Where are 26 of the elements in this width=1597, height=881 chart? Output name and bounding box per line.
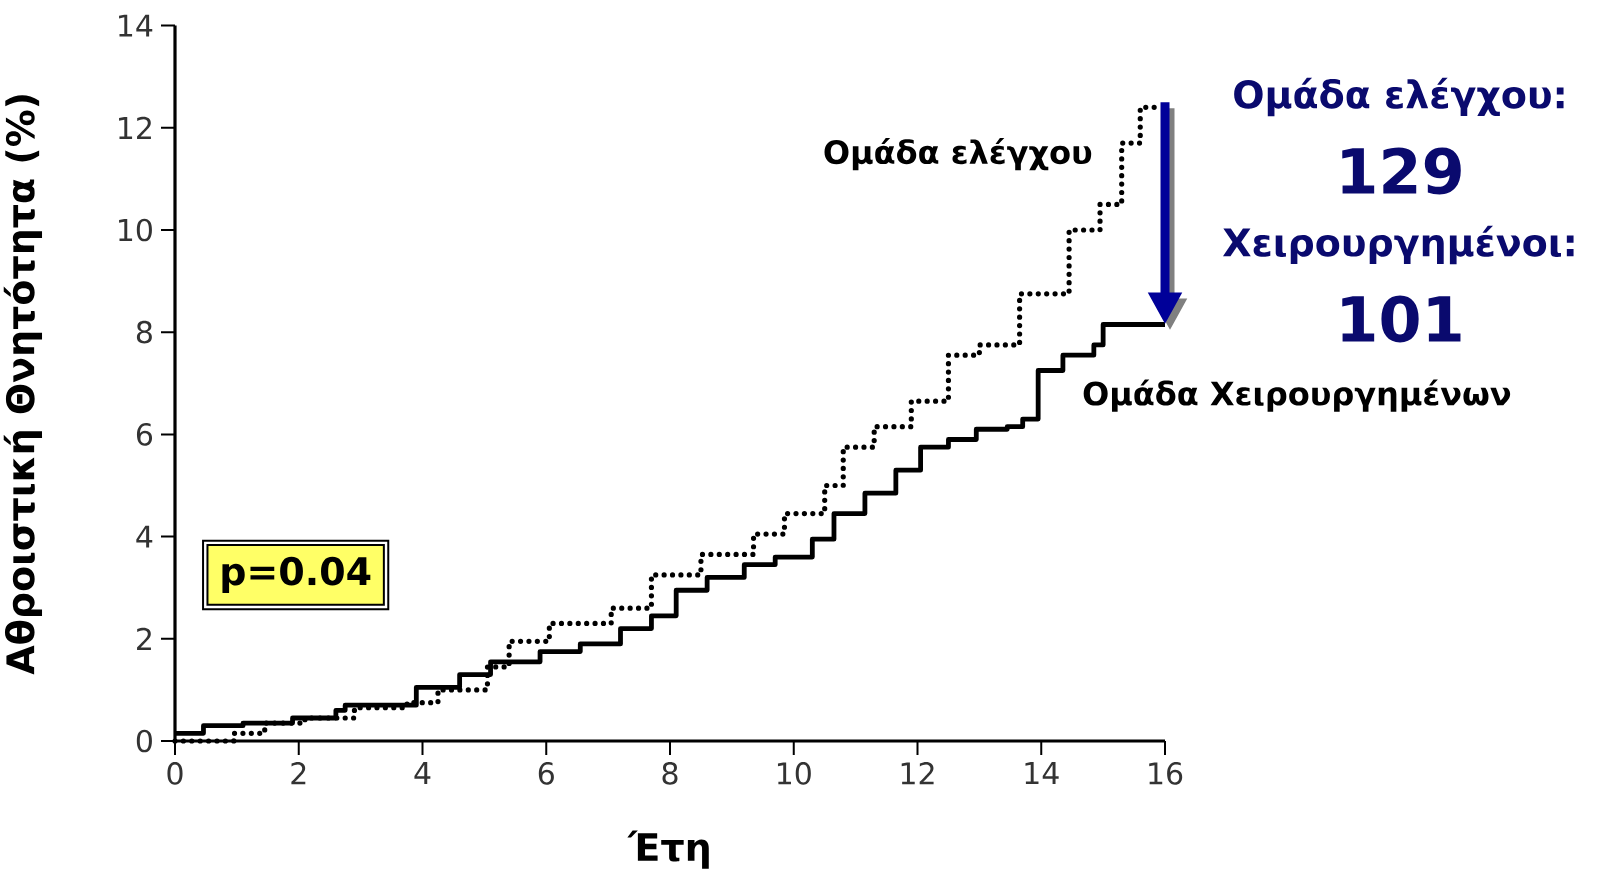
x-tick-label: 16 <box>1149 762 1183 785</box>
x-tick-label: 4 <box>414 762 431 784</box>
series-label: Ομάδα ελέγχου <box>824 138 1092 171</box>
y-tick-label: 2 <box>137 627 151 650</box>
y-axis-title: Αθροιστική Θνητότητα (%) <box>3 95 43 675</box>
y-tick-label: 0 <box>136 729 152 753</box>
text: Ομάδα ελέγχου: <box>1234 77 1564 117</box>
series-label: Ομάδα Χειρουργημένων <box>1083 379 1511 412</box>
x-tick-label: 0 <box>167 762 183 785</box>
x-tick-label: 8 <box>662 762 678 785</box>
y-tick-label: 4 <box>136 525 153 548</box>
x-tick-label: 14 <box>1025 762 1059 784</box>
x-tick-label: 6 <box>538 762 554 785</box>
text: Χειρουργημένοι: <box>1223 225 1574 265</box>
annotation: p=0.04 <box>222 556 371 593</box>
y-tick-label: 6 <box>136 423 153 446</box>
y-tick-label: 10 <box>119 218 152 242</box>
x-tick-label: 12 <box>901 762 934 785</box>
y-tick-label: 12 <box>119 116 151 139</box>
x-tick-label: 10 <box>777 762 811 785</box>
y-tick-label: 8 <box>136 320 152 344</box>
x-tick-label: 2 <box>291 762 306 785</box>
x-axis-title: Έτη <box>627 830 709 869</box>
y-tick-label: 14 <box>119 14 153 37</box>
text: 101 <box>1342 295 1461 343</box>
text: 129 <box>1342 147 1461 195</box>
